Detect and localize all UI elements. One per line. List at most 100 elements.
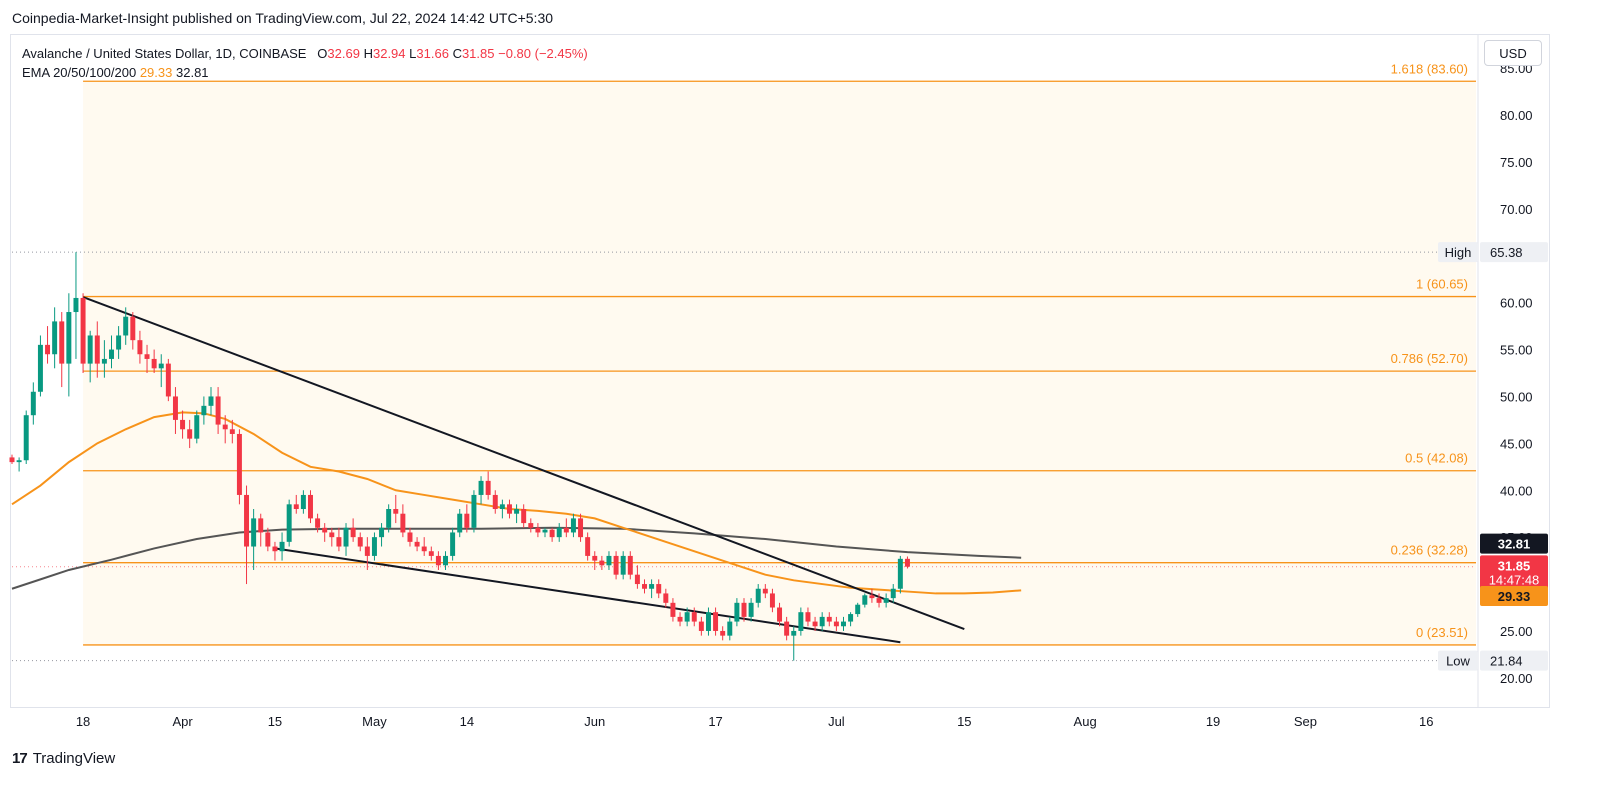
candle-body — [656, 584, 662, 594]
ema200-tag-bg — [1480, 533, 1548, 554]
symbol-label[interactable]: Avalanche / United States Dollar, 1D, CO… — [22, 46, 307, 61]
candle-body — [343, 527, 349, 547]
close-label: C — [452, 46, 462, 61]
candle — [649, 579, 655, 599]
candle-body — [592, 555, 598, 561]
price-tick-label: 70.00 — [1500, 202, 1533, 217]
candle — [116, 326, 122, 359]
candle-body — [649, 584, 655, 589]
candle — [705, 607, 711, 636]
candle-body — [457, 513, 463, 533]
candle-body — [350, 527, 356, 538]
candle-body — [272, 546, 278, 552]
candle — [698, 616, 704, 636]
candle-body — [16, 460, 22, 463]
fib-shaded-area — [83, 81, 1476, 645]
open-label: O — [317, 46, 328, 61]
price-tick-label: 20.00 — [1500, 671, 1533, 686]
candle — [791, 626, 797, 661]
candle — [371, 532, 377, 561]
candle-body — [805, 612, 811, 622]
candles — [9, 252, 910, 661]
candle-body — [201, 405, 207, 416]
candle — [293, 494, 299, 514]
candle-body — [73, 297, 79, 313]
candle-body — [300, 494, 306, 510]
candle-body — [833, 621, 839, 627]
candle — [94, 321, 100, 378]
candle — [890, 584, 896, 603]
candle — [535, 523, 541, 538]
candle-body — [727, 621, 733, 636]
time-axis[interactable]: 18 Apr 15 May 14 Jun 17 Jul 15 Aug 19 Sep 16 — [76, 714, 1434, 729]
candle-body — [52, 321, 58, 355]
candle-body — [400, 513, 406, 533]
candle-body — [251, 518, 257, 547]
candle — [236, 429, 242, 505]
candle — [364, 537, 370, 570]
time-tick-label: Aug — [1074, 714, 1097, 729]
candle — [471, 490, 477, 533]
candle-body — [578, 518, 584, 538]
candle — [222, 415, 228, 444]
candle — [720, 626, 726, 641]
candle-body — [229, 429, 235, 434]
candle-body — [478, 480, 484, 495]
candle-body — [236, 433, 242, 495]
candle — [542, 527, 548, 538]
change-value: −0.80 (−2.45%) — [498, 46, 588, 61]
candle-body — [9, 457, 15, 463]
candle-body — [670, 602, 676, 617]
time-tick-label: Jul — [828, 714, 845, 729]
candle-body — [620, 555, 626, 575]
fib-label-0.786: 0.786 (52.70) — [1391, 351, 1468, 366]
candle-body — [464, 513, 470, 528]
candle-body — [293, 504, 299, 510]
time-tick-label: 15 — [957, 714, 971, 729]
last-price-tag-bg — [1480, 555, 1548, 590]
candle — [812, 616, 818, 631]
candle-body — [471, 494, 477, 528]
tradingview-logo[interactable]: 17 TradingView — [12, 750, 115, 767]
candle-body — [393, 509, 399, 514]
candle — [343, 523, 349, 556]
candle-body — [109, 349, 114, 359]
candle-body — [130, 316, 136, 341]
candle-body — [904, 558, 910, 567]
candle — [457, 509, 463, 538]
candle-body — [94, 335, 100, 364]
currency-button[interactable]: USD — [1484, 40, 1542, 66]
candle-body — [556, 527, 562, 538]
fibonacci-levels: 1.618 (83.60) 1 (60.65) 0.786 (52.70) 0.5 (… — [83, 61, 1476, 646]
candle — [514, 504, 520, 524]
candle-body — [762, 588, 768, 594]
candle — [634, 565, 640, 589]
candle-body — [421, 546, 427, 552]
close-value: 31.85 — [461, 46, 495, 61]
candle-body — [116, 335, 122, 350]
candle — [485, 471, 491, 500]
candle — [407, 527, 413, 547]
ema-label[interactable]: EMA 20/50/100/200 — [22, 65, 137, 80]
price-tick-label: 50.00 — [1500, 389, 1533, 404]
time-tick-label: 14 — [460, 714, 474, 729]
candle-body — [748, 602, 754, 617]
candle-body — [812, 621, 818, 627]
candle — [279, 532, 285, 561]
candle-body — [45, 344, 51, 355]
candle — [123, 307, 129, 345]
candle — [37, 335, 43, 397]
candle-body — [172, 396, 178, 420]
price-axis[interactable]: 20.0025.0030.0035.0040.0045.0050.0055.00… — [1477, 34, 1533, 708]
candle — [862, 593, 868, 608]
candle — [741, 598, 747, 622]
candle — [826, 612, 832, 627]
candle — [769, 588, 775, 613]
candle-body — [151, 358, 157, 369]
candle-body — [705, 612, 711, 631]
candle — [656, 579, 662, 599]
candle — [478, 476, 484, 505]
candle-body — [777, 607, 783, 622]
candle — [23, 410, 29, 464]
